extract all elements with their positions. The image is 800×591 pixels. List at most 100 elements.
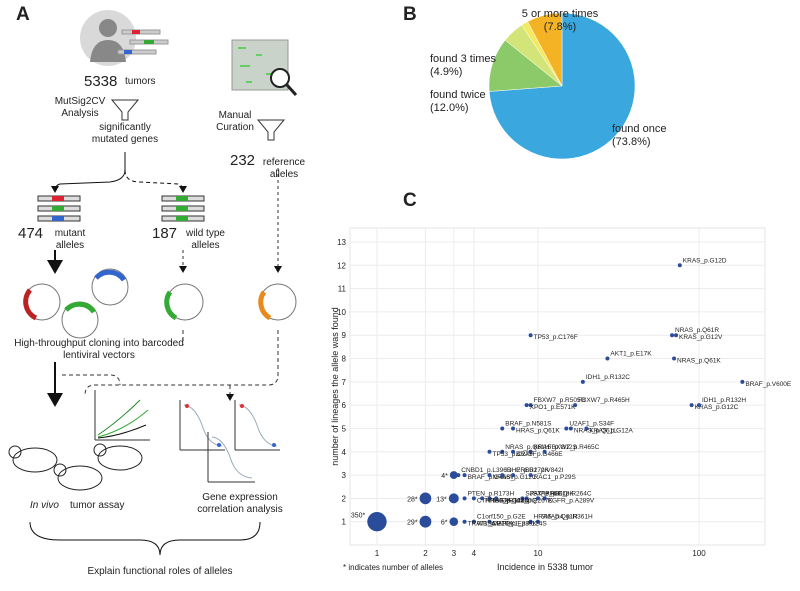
- point: [487, 496, 492, 501]
- point: [584, 426, 589, 431]
- point-label: IDH2_p.R172K: [505, 467, 549, 474]
- point-label: TP53_p.C275F: [493, 451, 537, 458]
- y-tick-label: 8: [342, 355, 347, 364]
- step-label: Manual Curation: [216, 110, 254, 133]
- point-label: TP53_p.C176F: [534, 334, 578, 341]
- plot-area: [349, 227, 766, 546]
- count-unit: mutant alleles: [54, 228, 86, 251]
- pie-slice: [527, 12, 563, 87]
- note: * indicates number of alleles: [343, 563, 443, 572]
- y-tick-label: 7: [342, 378, 347, 387]
- step-label: In vivo: [30, 500, 59, 511]
- x-tick-label: 100: [692, 549, 706, 558]
- bubble: [419, 515, 432, 528]
- x-tick-label: 3: [452, 549, 457, 558]
- bubble: [449, 517, 459, 526]
- point: [524, 403, 529, 408]
- y-tick-label: 3: [342, 471, 347, 480]
- y-tick-label: 9: [342, 331, 347, 340]
- bubble-label: 28*: [407, 496, 418, 503]
- y-axis-label: number of lineages the allele was found: [330, 307, 340, 466]
- point-label: SPATA8_p.E18K: [525, 490, 574, 497]
- point-label: WBSCR17_p.E289K: [477, 521, 538, 528]
- bubble: [448, 493, 459, 504]
- point: [487, 473, 492, 478]
- y-tick-label: 5: [342, 424, 347, 433]
- point-label: SMAD4_p.R361H: [541, 514, 593, 521]
- slice-value-label: (73.8%): [612, 136, 651, 148]
- slice-value-label: (7.8%): [544, 21, 576, 33]
- point: [487, 449, 492, 454]
- point-label: KRAS_p.G12A: [589, 427, 633, 434]
- point-label: PTEN_p.R173H: [468, 490, 515, 497]
- point-label: BRAF_p.N581S: [505, 420, 552, 427]
- point: [511, 426, 516, 431]
- slice-value-label: (12.0%): [430, 102, 469, 114]
- point: [605, 356, 610, 361]
- step-label: Gene expression correlation analysis: [197, 492, 283, 515]
- y-tick-label: 6: [342, 401, 347, 410]
- point: [487, 519, 492, 524]
- step-label: significantly mutated genes: [91, 122, 159, 145]
- point: [471, 496, 476, 501]
- point: [511, 449, 516, 454]
- point: [568, 426, 573, 431]
- x-tick-label: 2: [423, 549, 428, 558]
- bubble-label: 29*: [407, 520, 418, 527]
- bubble-label: 6*: [441, 520, 448, 527]
- count: 474: [18, 225, 44, 242]
- point-label: BRAF_p.G466V: [468, 474, 515, 481]
- count-unit: wild type alleles: [186, 228, 225, 251]
- point-label: BRAF_p.G466E: [516, 451, 563, 458]
- point: [528, 333, 533, 338]
- point-label: FBXW7_p.R465H: [578, 397, 630, 404]
- conclusion: Explain functional roles of alleles: [87, 566, 233, 577]
- slice-label: 5 or more times: [522, 8, 599, 20]
- x-tick-label: 4: [472, 549, 477, 558]
- slice-label: found 3 times: [430, 53, 497, 65]
- count: 232: [230, 152, 256, 169]
- point: [672, 356, 677, 361]
- point-label: RHOA_p.E40Q: [493, 497, 537, 504]
- point-label: HRAS_p.G12D: [485, 497, 529, 504]
- y-tick-label: 12: [337, 261, 346, 270]
- step-label: tumor assay: [70, 500, 125, 511]
- slice-label: found once: [612, 123, 666, 135]
- bubble: [449, 471, 458, 480]
- point: [542, 496, 547, 501]
- point-label: FBXW7_p.R505C: [534, 397, 586, 404]
- point: [696, 403, 701, 408]
- point-label: ERBB2_p.V842I: [516, 467, 564, 474]
- point-label: IDH1_p.R132C: [586, 374, 630, 381]
- point-label: CTNNB1_p.G34R: [477, 497, 529, 504]
- point-label: CNBD1_p.L396R: [461, 467, 512, 474]
- point: [670, 333, 675, 338]
- point-label: HRAS_p.Q61R: [534, 514, 578, 521]
- point: [689, 403, 694, 408]
- panel-label: B: [403, 4, 417, 25]
- point: [528, 473, 533, 478]
- point: [462, 519, 467, 524]
- bubble: [419, 492, 432, 505]
- point: [573, 403, 578, 408]
- point-label: RAC1_p.P29S: [534, 474, 577, 481]
- point: [528, 403, 533, 408]
- point-label: NRAS_p.Q61K: [677, 358, 721, 365]
- point-label: FBXW7_p.R465C: [548, 444, 600, 451]
- point: [564, 426, 569, 431]
- point-label: NRAS_p.Q61L: [574, 427, 617, 434]
- y-tick-label: 2: [342, 494, 347, 503]
- y-tick-label: 10: [337, 308, 346, 317]
- point: [456, 473, 461, 478]
- bubble-label: 4*: [441, 473, 448, 480]
- point: [524, 496, 529, 501]
- count: 5338: [84, 73, 118, 90]
- count: 187: [152, 225, 178, 242]
- point-label: KRAS_p.G12D: [683, 257, 727, 264]
- point-label: BRAF_p.V600E: [745, 381, 792, 388]
- x-axis-label: Incidence in 5338 tumor: [497, 562, 593, 572]
- point: [511, 473, 516, 478]
- point: [494, 496, 499, 501]
